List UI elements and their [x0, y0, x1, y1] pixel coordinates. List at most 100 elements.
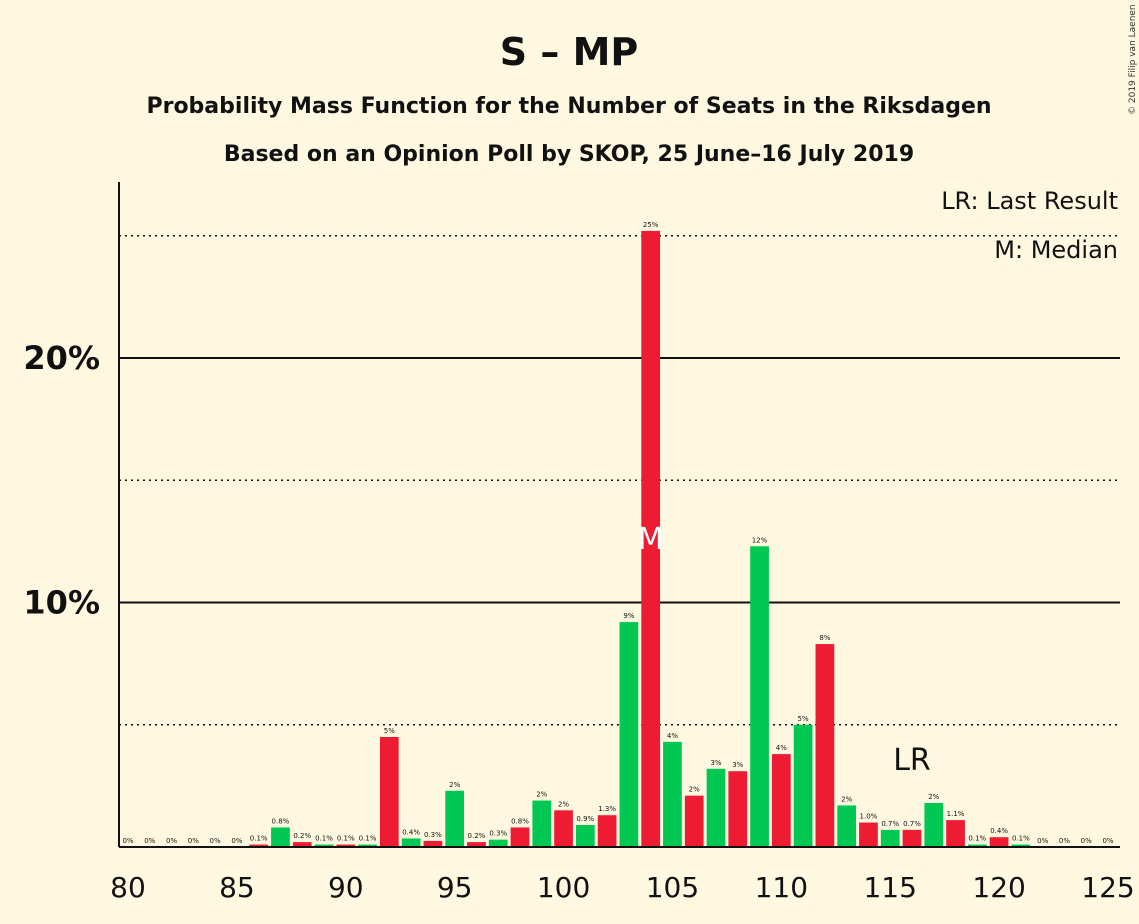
data-label-102: 1.3%	[598, 805, 616, 813]
data-label-90: 0.1%	[337, 835, 355, 843]
data-label-91: 0.1%	[359, 835, 377, 843]
data-label-104: 25%	[643, 221, 659, 229]
data-label-106: 2%	[689, 786, 700, 794]
data-label-122: 0%	[1037, 837, 1048, 845]
bar-113	[837, 805, 857, 847]
data-label-118: 1.1%	[947, 810, 965, 818]
data-label-108: 3%	[732, 761, 743, 769]
bar-121	[1011, 844, 1031, 847]
bar-103	[619, 622, 639, 847]
x-tick-100: 100	[537, 871, 590, 904]
bar-99	[532, 800, 552, 847]
bar-116	[902, 829, 922, 847]
x-tick-95: 95	[437, 871, 473, 904]
bar-101	[575, 824, 595, 847]
data-label-99: 2%	[536, 791, 547, 799]
legend-last-result: LR: Last Result	[941, 187, 1118, 215]
x-tick-105: 105	[646, 871, 699, 904]
bar-100	[554, 810, 573, 847]
bar-92	[379, 736, 399, 847]
legend-median: M: Median	[994, 236, 1118, 264]
last-result-marker: LR	[893, 743, 931, 778]
bar-120	[989, 837, 1009, 847]
data-label-123: 0%	[1059, 837, 1070, 845]
bar-114	[859, 822, 878, 847]
chart-subtitle-2: Based on an Opinion Poll by SKOP, 25 Jun…	[224, 142, 914, 167]
data-label-112: 8%	[819, 634, 830, 642]
data-label-84: 0%	[210, 837, 221, 845]
data-label-96: 0.2%	[468, 832, 486, 840]
bar-95	[445, 790, 465, 847]
data-label-101: 0.9%	[576, 815, 594, 823]
x-tick-labels: 80 85 90 95 100 105 110 115 120 125	[110, 871, 1135, 904]
y-tick-20: 20%	[23, 339, 100, 377]
bar-86	[249, 844, 269, 847]
bar-115	[880, 829, 900, 847]
data-label-120: 0.4%	[990, 827, 1008, 835]
data-label-125: 0%	[1102, 837, 1113, 845]
bar-89	[314, 844, 334, 847]
grid-lines	[119, 235, 1120, 726]
data-label-116: 0.7%	[903, 820, 921, 828]
median-marker: M	[638, 522, 664, 557]
data-label-103: 9%	[623, 612, 634, 620]
bar-87	[271, 827, 290, 847]
x-tick-120: 120	[972, 871, 1025, 904]
bar-106	[684, 795, 704, 847]
data-label-92: 5%	[384, 727, 395, 735]
chart-subtitle-1: Probability Mass Function for the Number…	[146, 94, 991, 119]
data-label-88: 0.2%	[293, 832, 311, 840]
bar-91	[358, 844, 377, 847]
bar-109	[750, 546, 769, 847]
data-label-113: 2%	[841, 795, 852, 803]
data-label-115: 0.7%	[881, 820, 899, 828]
data-label-107: 3%	[710, 759, 721, 767]
data-label-93: 0.4%	[402, 828, 420, 836]
data-label-114: 1.0%	[860, 813, 878, 821]
y-tick-labels: 10% 20%	[23, 339, 100, 621]
bar-119	[967, 844, 987, 847]
bar-98	[510, 827, 530, 847]
x-tick-125: 125	[1081, 871, 1134, 904]
bar-97	[488, 839, 508, 847]
bar-96	[467, 842, 486, 847]
data-label-97: 0.3%	[489, 830, 507, 838]
data-label-124: 0%	[1081, 837, 1092, 845]
data-label-100: 2%	[558, 800, 569, 808]
data-label-105: 4%	[667, 732, 678, 740]
data-label-81: 0%	[144, 837, 155, 845]
data-label-111: 5%	[798, 715, 809, 723]
copyright-notice: © 2019 Filip van Laenen	[1128, 4, 1138, 115]
data-label-85: 0%	[231, 837, 242, 845]
x-tick-110: 110	[755, 871, 808, 904]
x-tick-80: 80	[110, 871, 146, 904]
bar-88	[292, 842, 312, 847]
bar-112	[815, 644, 835, 847]
data-label-87: 0.8%	[272, 817, 290, 825]
data-label-95: 2%	[449, 781, 460, 789]
data-label-117: 2%	[928, 793, 939, 801]
bar-102	[597, 815, 617, 847]
data-label-98: 0.8%	[511, 817, 529, 825]
x-tick-90: 90	[328, 871, 364, 904]
data-label-89: 0.1%	[315, 835, 333, 843]
bar-118	[946, 820, 965, 847]
data-label-94: 0.3%	[424, 831, 442, 839]
data-label-121: 0.1%	[1012, 835, 1030, 843]
data-label-86: 0.1%	[250, 835, 268, 843]
data-label-119: 0.1%	[968, 835, 986, 843]
chart-title: S – MP	[500, 30, 639, 74]
bar-117	[924, 802, 944, 847]
data-label-82: 0%	[166, 837, 177, 845]
bar-108	[728, 771, 748, 847]
bar-93	[401, 838, 421, 847]
bar-series	[249, 230, 1031, 847]
x-tick-85: 85	[219, 871, 255, 904]
bar-110	[771, 754, 791, 847]
bar-104	[641, 230, 661, 847]
bar-111	[793, 724, 813, 847]
data-label-110: 4%	[776, 744, 787, 752]
data-label-83: 0%	[188, 837, 199, 845]
data-label-80: 0%	[122, 837, 133, 845]
